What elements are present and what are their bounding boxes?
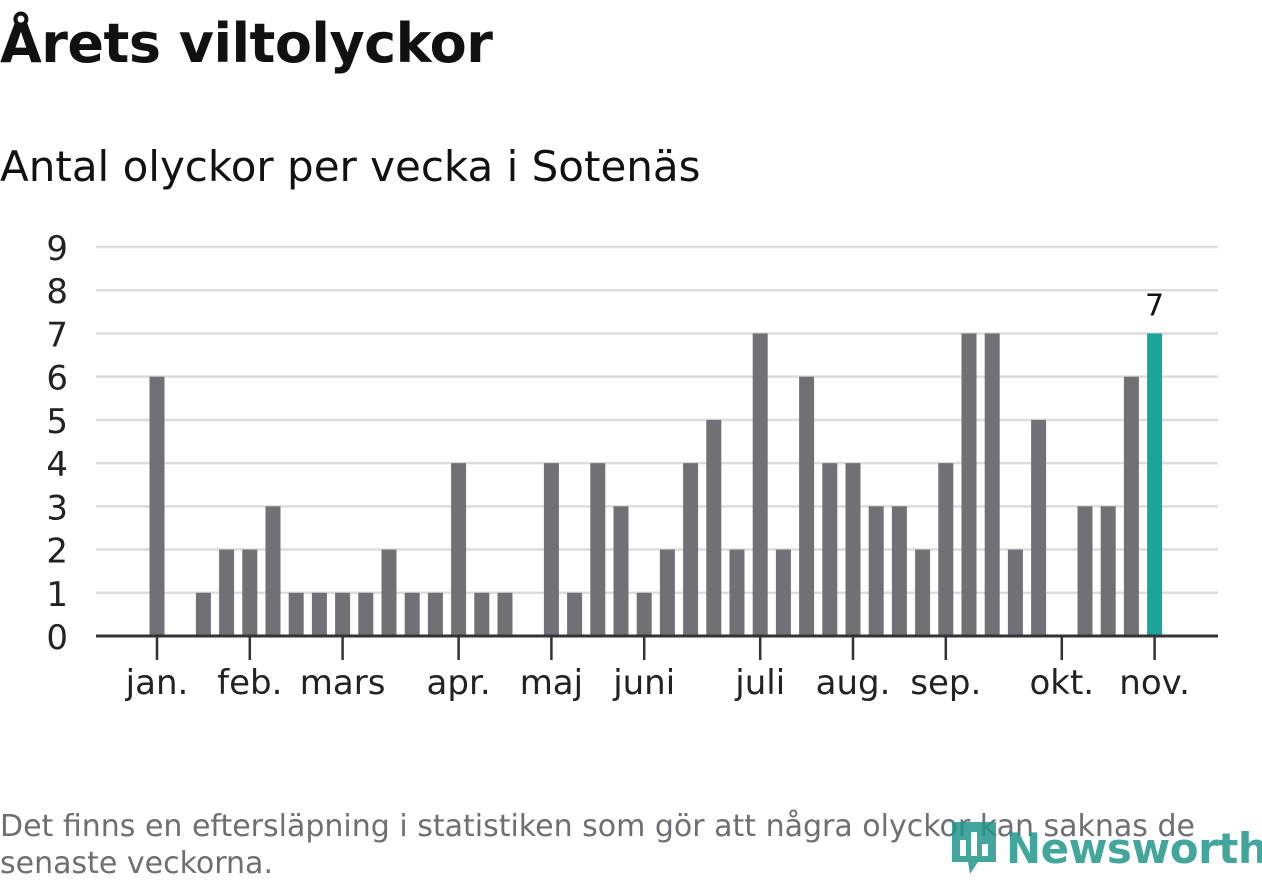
bar: [195, 592, 211, 636]
bar: [729, 549, 745, 636]
bar: [451, 463, 467, 636]
bar: [427, 592, 443, 636]
bar: [822, 463, 838, 636]
y-tick-label: 7: [46, 315, 68, 355]
bar: [845, 463, 861, 636]
data-labels: 7: [1145, 288, 1164, 323]
x-tick-label: aug.: [816, 663, 891, 703]
x-tick-label: juli: [734, 663, 785, 703]
y-tick-label: 4: [46, 445, 68, 485]
bar: [567, 592, 583, 636]
bar: [311, 592, 327, 636]
x-tick-label: feb.: [217, 663, 282, 703]
bar: [636, 592, 652, 636]
bar: [1100, 506, 1116, 636]
bar-highlight: [1147, 333, 1163, 636]
x-tick-label: okt.: [1029, 663, 1094, 703]
bar: [1007, 549, 1023, 636]
bar: [961, 333, 977, 636]
x-axis: jan. feb. mars apr. maj juni juli aug. sep. okt. n…: [96, 634, 1218, 703]
bar: [659, 549, 675, 636]
x-tick-label: apr.: [427, 663, 491, 703]
grid-lines: [96, 245, 1218, 595]
bar: [775, 549, 791, 636]
x-tick-label: maj: [520, 663, 583, 703]
bar: [752, 333, 768, 636]
y-tick-label: 2: [46, 532, 68, 572]
y-tick-label: 5: [46, 402, 68, 442]
y-tick-label: 0: [46, 618, 68, 658]
chart-title: Årets viltolyckor: [0, 12, 493, 75]
x-tick-label: juni: [612, 663, 675, 703]
bar: [242, 549, 258, 636]
x-tick-label: nov.: [1119, 663, 1190, 703]
bar: [938, 463, 954, 636]
x-tick-label: mars: [300, 663, 386, 703]
bar: [613, 506, 629, 636]
bar: [497, 592, 513, 636]
x-tick-label: sep.: [910, 663, 981, 703]
data-label: 7: [1145, 288, 1164, 323]
logo-text: Newsworthy: [1006, 823, 1262, 873]
bar: [706, 419, 722, 636]
bar-chart-icon: [952, 822, 996, 874]
bar: [984, 333, 1000, 636]
bar: [219, 549, 235, 636]
bar: [590, 463, 606, 636]
y-tick-label: 3: [46, 488, 68, 528]
bar: [1031, 419, 1047, 636]
bar: [149, 376, 165, 636]
y-tick-label: 6: [46, 359, 68, 399]
bar: [288, 592, 304, 636]
bar: [1077, 506, 1093, 636]
bar: [868, 506, 884, 636]
bar: [474, 592, 490, 636]
bar: [404, 592, 420, 636]
bar: [1123, 376, 1139, 636]
y-tick-label: 1: [46, 575, 68, 615]
bar: [358, 592, 374, 636]
chart-subtitle: Antal olyckor per vecka i Sotenäs: [0, 142, 701, 191]
bar: [543, 463, 559, 636]
bar: [891, 506, 907, 636]
bar: [381, 549, 397, 636]
x-tick-label: jan.: [125, 663, 189, 703]
newsworthy-logo: Newsworthy: [948, 818, 1262, 878]
y-tick-label: 9: [46, 229, 68, 269]
bar: [915, 549, 931, 636]
bar: [799, 376, 815, 636]
bar: [683, 463, 699, 636]
y-tick-label: 8: [46, 272, 68, 312]
bar: [265, 506, 281, 636]
bars: [149, 333, 1163, 636]
bar: [335, 592, 351, 636]
